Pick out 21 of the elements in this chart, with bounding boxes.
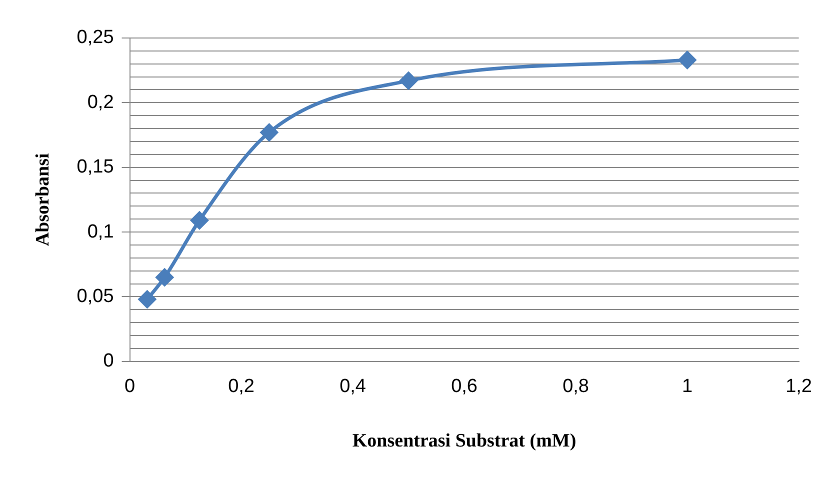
point [138,290,156,308]
point [260,124,278,142]
y-tick-label: 0 [103,350,114,372]
y-tick-label: 0,05 [76,286,114,307]
point [190,212,208,230]
point [156,268,174,286]
x-tick-label: 1 [682,376,693,398]
y-tick-label: 0,2 [87,92,114,113]
x-axis-title: Konsentrasi Substrat (mM) [352,430,576,452]
x-tick-label: 0,6 [451,376,478,398]
point [678,51,696,69]
x-tick-label: 0,8 [562,376,589,398]
x-tick-label: 0,4 [340,376,366,398]
x-tick-label: 1,2 [786,376,812,398]
y-tick-label: 0,1 [87,221,114,242]
x-tick-label: 0 [124,376,136,398]
y-tick-label: 0,15 [76,156,114,178]
x-tick-label: 0,2 [228,376,254,398]
point [400,72,418,90]
y-axis-title: Absorbansi [32,153,54,246]
y-tick-label: 0,25 [76,27,114,48]
